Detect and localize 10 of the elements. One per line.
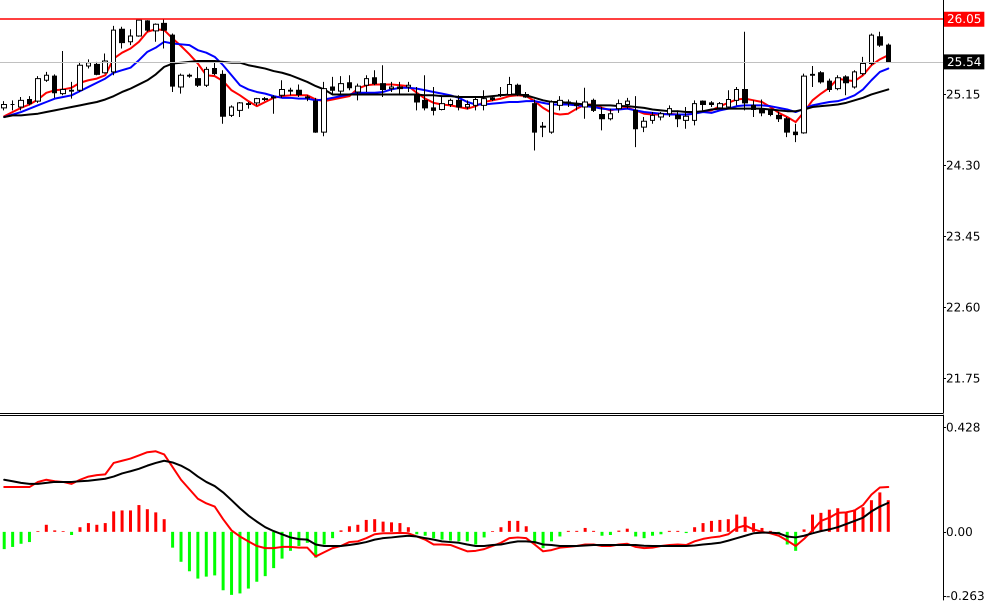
y-tick-label: -0.263: [946, 588, 985, 603]
y-tick-label: 23.45: [946, 230, 980, 244]
y-tick-label: 21.75: [946, 372, 980, 386]
ref-line-label: 25.54: [947, 54, 982, 69]
ref-line-label: 26.05: [947, 12, 982, 26]
y-tick-label: 25.15: [946, 87, 980, 102]
y-tick-label: 22.60: [946, 300, 980, 315]
y-tick-label: 0.00: [946, 524, 973, 539]
y-tick-label: 24.30: [946, 158, 980, 173]
y-tick-label: 0.428: [946, 420, 980, 435]
